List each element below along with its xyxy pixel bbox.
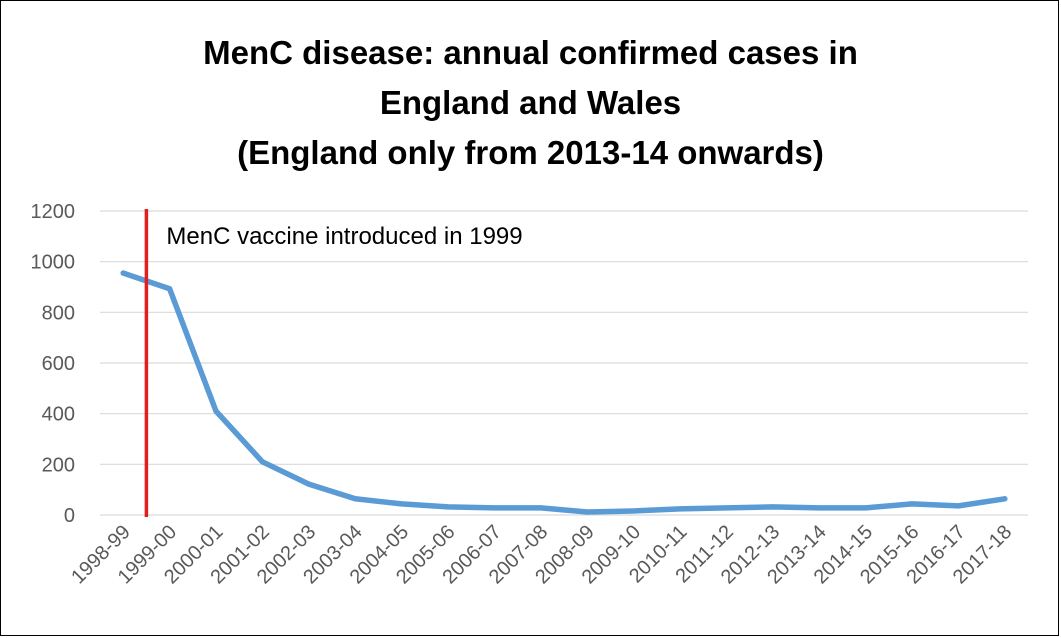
data-point-2004-05: [399, 501, 405, 507]
vaccine-annotation: MenC vaccine introduced in 1999: [144, 209, 523, 517]
data-point-2000-01: [213, 408, 219, 414]
y-tick-label: 0: [64, 505, 75, 527]
data-point-2011-12: [723, 505, 729, 511]
data-point-2012-13: [770, 504, 776, 510]
data-point-1999-00: [167, 286, 173, 292]
data-point-2017-18: [1002, 496, 1008, 502]
vaccine-annotation-text: MenC vaccine introduced in 1999: [166, 223, 522, 250]
data-point-2002-03: [306, 481, 312, 487]
chart-title-line-2: England and Wales: [379, 84, 682, 121]
y-tick-label: 1000: [31, 252, 76, 274]
y-tick-label: 200: [42, 454, 75, 476]
data-point-2010-11: [677, 506, 683, 512]
gridlines: [100, 210, 1028, 516]
y-tick-label: 400: [42, 404, 75, 426]
data-point-2013-14: [816, 505, 822, 511]
data-point-2014-15: [863, 505, 869, 511]
data-point-2007-08: [538, 505, 544, 511]
y-tick-label: 600: [42, 353, 75, 375]
y-tick-label: 800: [42, 302, 75, 324]
chart-title-line-3: (England only from 2013-14 onwards): [237, 134, 824, 171]
chart-title: MenC disease: annual confirmed cases in …: [0, 28, 1061, 178]
data-point-2008-09: [584, 509, 590, 515]
series-group: [120, 270, 1008, 515]
data-point-2005-06: [445, 504, 451, 510]
y-axis: 0 200 400 600 800 1000 1200: [31, 201, 76, 527]
series-line: [120, 270, 1008, 515]
y-tick-label: 1200: [31, 201, 76, 223]
data-point-2006-07: [491, 505, 497, 511]
x-axis: 1998-991999-002000-012001-022002-032003-…: [67, 521, 1016, 588]
chart-title-line-1: MenC disease: annual confirmed cases in: [203, 34, 858, 71]
data-point-1998-99: [120, 270, 126, 276]
data-point-2001-02: [259, 459, 265, 465]
data-point-2016-17: [955, 503, 961, 509]
data-point-2003-04: [352, 496, 358, 502]
data-point-2015-16: [909, 501, 915, 507]
data-point-2009-10: [631, 508, 637, 514]
